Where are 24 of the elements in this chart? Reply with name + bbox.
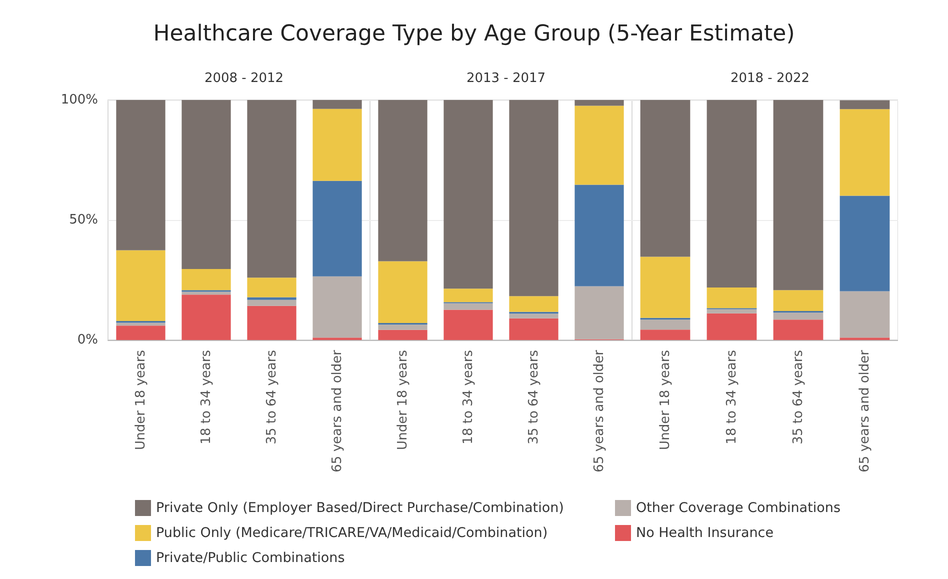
x-tick-label: Under 18 years bbox=[395, 350, 410, 450]
y-tick-label: 100% bbox=[60, 92, 98, 108]
chart-subtitle: 2013 - 2017 bbox=[466, 71, 546, 86]
x-tick-label: 35 to 64 years bbox=[526, 350, 542, 444]
x-tick-label: 35 to 64 years bbox=[790, 350, 806, 444]
chart-subtitle: 2018 - 2022 bbox=[730, 71, 810, 86]
x-tick-label: 65 years and older bbox=[330, 349, 345, 472]
legend-label: No Health Insurance bbox=[636, 525, 774, 541]
x-tick-label: Under 18 years bbox=[133, 350, 148, 450]
y-tick-label: 50% bbox=[69, 212, 98, 228]
x-tick-label: 65 years and older bbox=[857, 349, 872, 472]
text: Healthcare Coverage Type by Age Group (5-Year Estimate) bbox=[153, 22, 795, 46]
legend-label: Private/Public Combinations bbox=[156, 550, 345, 566]
x-tick-label: 65 years and older bbox=[592, 349, 607, 472]
x-tick-label: Under 18 years bbox=[658, 350, 673, 450]
x-tick-label: 18 to 34 years bbox=[460, 350, 476, 444]
legend-label: Other Coverage Combinations bbox=[636, 500, 840, 516]
x-tick-label: 18 to 34 years bbox=[724, 350, 740, 444]
legend-label: Private Only (Employer Based/Direct Purchase/Combination) bbox=[156, 500, 564, 516]
x-tick-label: 18 to 34 years bbox=[198, 350, 214, 444]
x-tick-label: 35 to 64 years bbox=[264, 350, 280, 444]
legend-label: Public Only (Medicare/TRICARE/VA/Medicaid/Combination) bbox=[156, 525, 548, 541]
y-tick-label: 0% bbox=[77, 332, 98, 348]
chart-subtitle: 2008 - 2012 bbox=[204, 71, 284, 86]
